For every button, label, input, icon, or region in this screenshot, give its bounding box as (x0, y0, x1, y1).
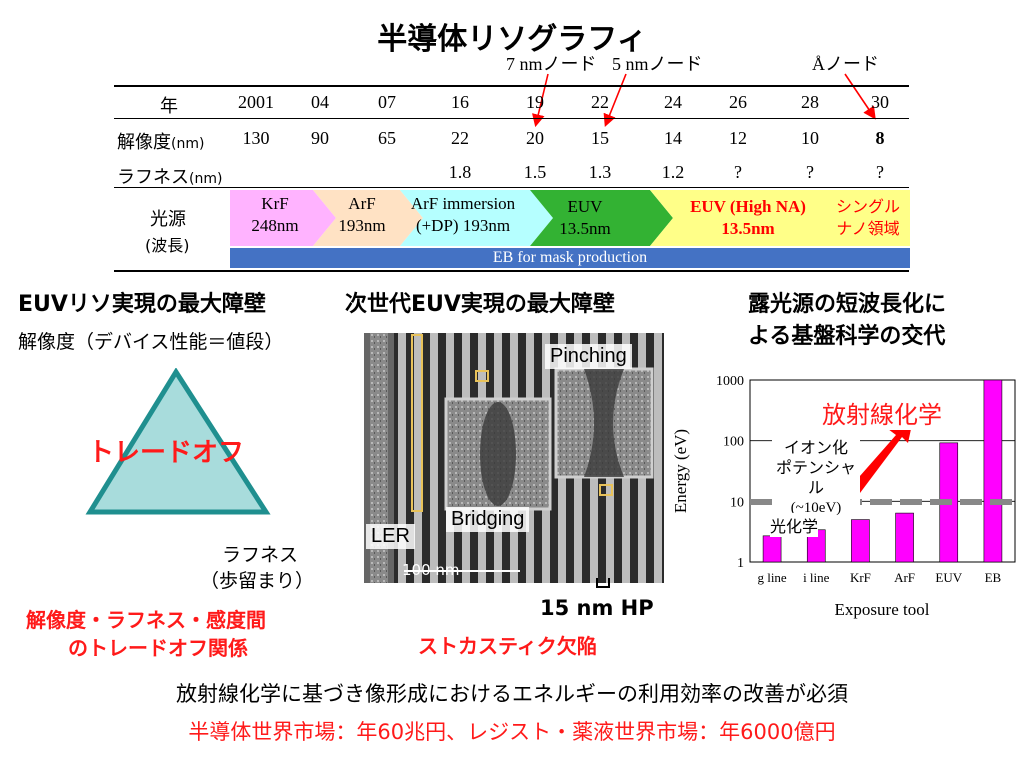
row-years-cell: 07 (378, 92, 396, 112)
row-res-cell: 10 (801, 128, 819, 148)
tradeoff-relation-2: のトレードオフ関係 (68, 636, 248, 660)
row-res-cell: 20 (526, 128, 544, 148)
row-rough-cell: ? (734, 162, 742, 182)
resolution-text: 解像度（デバイス性能＝値段） (18, 331, 284, 353)
source-arf-label: ArF 193nm (338, 194, 386, 235)
chart-xtick-label: i line (803, 570, 830, 585)
light-source-band (230, 190, 910, 268)
chart-xtick-label: g line (757, 570, 786, 585)
row-res-cell: 22 (451, 128, 469, 148)
tradeoff-relation-1: 解像度・ラフネス・感度間 (26, 608, 266, 632)
row-years-cell: 28 (801, 92, 819, 112)
table-rule-2 (114, 187, 909, 188)
row-years-cell: 04 (311, 92, 329, 112)
source-euv-shape (530, 190, 673, 246)
roughness-text: ラフネス (222, 544, 299, 566)
node-label-7nm: 7 nmノード (506, 54, 597, 74)
chart-xlabel: Exposure tool (835, 600, 930, 619)
row-rough-cell: 1.3 (588, 162, 612, 182)
node-arrows (532, 73, 876, 128)
chart-ytick-label: 1 (737, 556, 744, 571)
source-krf-shape (230, 190, 336, 246)
source-arfi-label: ArF immersion (+DP) 193nm (410, 194, 516, 235)
row-label-source: 光源 (150, 209, 186, 230)
footer-line-1: 放射線化学に基づき像形成におけるエネルギーの利用効率の改善が必須 (176, 682, 848, 706)
photochem-label: 光化学 (770, 513, 819, 537)
ler-label: LER (366, 524, 415, 549)
row-label-wavelength: (波長) (145, 236, 190, 255)
source-euv-label: EUV 13.5nm (559, 197, 611, 238)
row-res-cell: 8 (875, 128, 885, 148)
row-years-cell: 26 (729, 92, 747, 112)
row-res-cell: 12 (729, 128, 747, 148)
chart-ytick-label: 100 (723, 435, 744, 450)
ionization-label: イオン化 ポテンシャル (~10eV) (772, 438, 860, 518)
chart-ytick-label: 10 (730, 495, 744, 510)
row-rough-cell: 1.8 (448, 162, 472, 182)
row-res-cell: 65 (378, 128, 396, 148)
stochastic-defect-label: ストカスティク欠陥 (418, 634, 597, 658)
chart-xtick-label: KrF (850, 570, 871, 585)
source-krf-label: KrF 248nm (251, 194, 299, 235)
row-rough-cell: 1.5 (523, 162, 547, 182)
middle-heading: 次世代EUV実現の最大障壁 (345, 292, 615, 317)
row-years-cell: 24 (664, 92, 682, 112)
row-years-cell: 16 (451, 92, 469, 112)
source-highna-shape (650, 190, 910, 246)
chart-xtick-label: EB (985, 570, 1002, 585)
row-label-resolution: 解像度(nm) (117, 132, 205, 153)
chart-bar-2 (851, 519, 870, 563)
footer-line-2: 半導体世界市場：年60兆円、レジスト・薬液世界市場：年6000億円 (188, 720, 836, 744)
row-label-year: 年 (160, 96, 178, 117)
left-heading: EUVリソ実現の最大障壁 (18, 292, 266, 317)
table-bottom-rule (114, 270, 909, 272)
row-res-cell: 130 (242, 128, 270, 148)
row-years-cell: 22 (591, 92, 609, 112)
chart-ytick-label: 1000 (716, 374, 744, 389)
right-heading-1: 露光源の短波長化に (748, 292, 947, 317)
chart-bar-0 (762, 535, 782, 563)
table-top-rule (114, 85, 909, 87)
table-rule-1 (114, 118, 909, 119)
row-res-cell: 15 (591, 128, 609, 148)
source-arf-shape (313, 190, 423, 246)
right-heading-2: よる基盤科学の交代 (748, 324, 946, 349)
radiation-chem-label: 放射線化学 (822, 395, 942, 430)
page-title: 半導体リソグラフィ (377, 22, 647, 57)
radiation-arrow (852, 415, 914, 493)
yield-text: （歩留まり） (200, 570, 315, 592)
row-years-cell: 2001 (238, 92, 274, 112)
scale-bar-label: 100 nm (402, 561, 460, 579)
chart-bar-3 (895, 512, 914, 563)
row-years-cell: 19 (526, 92, 544, 112)
source-single-nano-label: シングル ナノ領域 (835, 197, 900, 238)
row-rough-cell: 1.2 (661, 162, 685, 182)
row-res-cell: 14 (664, 128, 682, 148)
tradeoff-label: トレードオフ (88, 438, 245, 468)
node-label-angstrom: Åノード (812, 54, 879, 74)
row-rough-cell: ? (806, 162, 814, 182)
row-years-cell: 30 (871, 92, 889, 112)
source-highna-label: EUV (High NA) 13.5nm (690, 197, 806, 238)
bridging-label: Bridging (446, 507, 530, 532)
chart-xtick-label: EUV (935, 570, 962, 585)
eb-bar-shape (230, 248, 910, 268)
row-res-cell: 90 (311, 128, 329, 148)
source-arfi-shape (400, 190, 553, 246)
hp-marker (596, 578, 610, 588)
node-label-5nm: 5 nmノード (612, 54, 703, 74)
pinching-label: Pinching (545, 344, 632, 369)
chart-bar-5 (983, 379, 1003, 563)
chart-xtick-label: ArF (894, 570, 915, 585)
chart-ylabel: Energy (eV) (671, 429, 690, 513)
row-label-roughness: ラフネス(nm) (117, 167, 223, 188)
tradeoff-triangle (85, 368, 271, 515)
eb-bar-label: EB for mask production (492, 249, 648, 266)
row-rough-cell: ? (876, 162, 884, 182)
hp-label: 15 nm HP (540, 596, 654, 620)
